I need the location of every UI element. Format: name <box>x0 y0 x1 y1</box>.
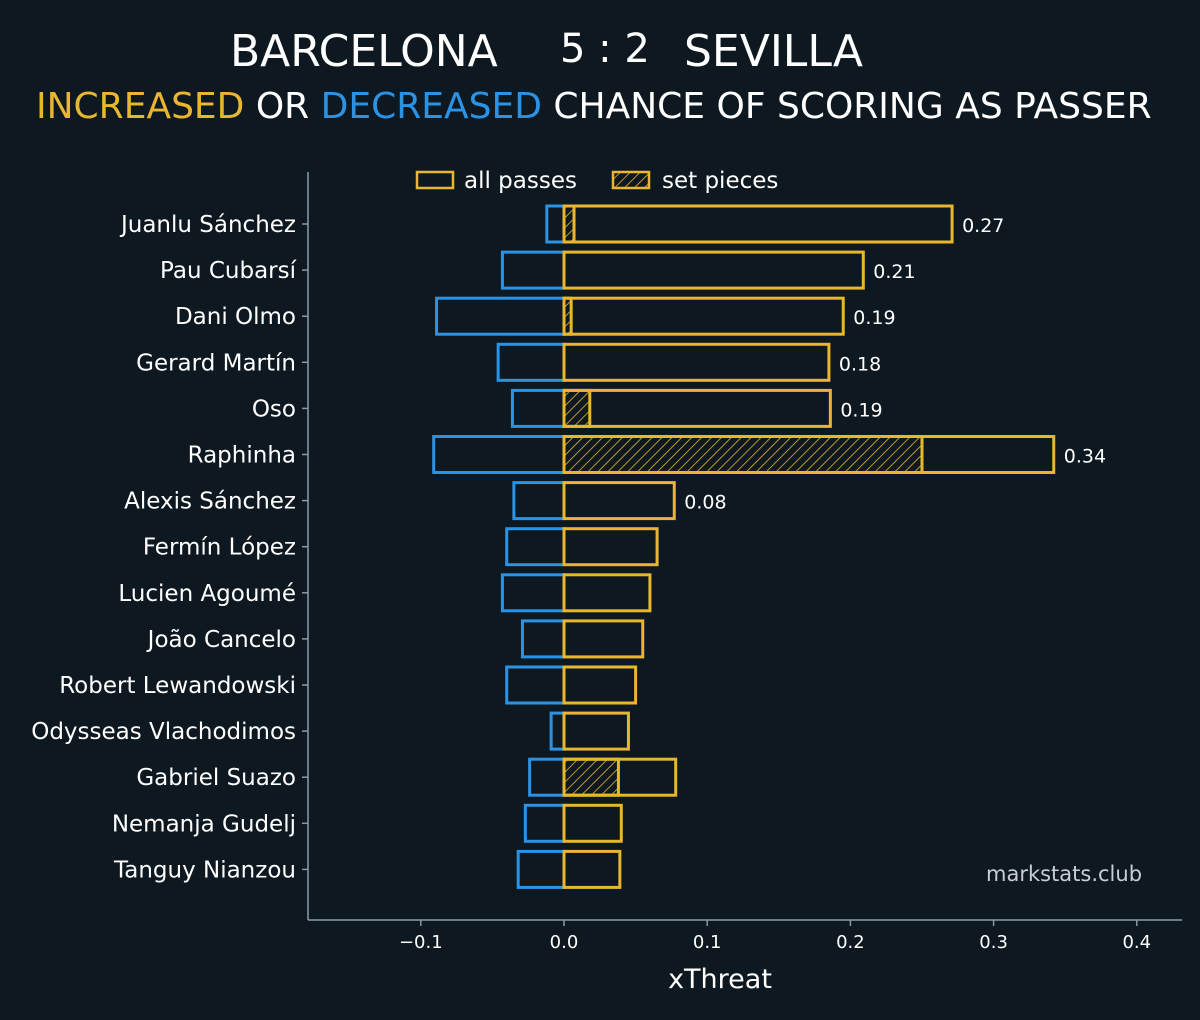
match-score: 5 : 2 <box>560 26 650 72</box>
chart-bars: 0.27 0.21 0.19 0.18 0.19 0.34 0.08 <box>432 204 1106 889</box>
x-tick-label: −0.1 <box>399 932 443 953</box>
set-pieces-bar <box>562 204 576 244</box>
decreased-bar <box>435 296 566 336</box>
home-team: BARCELONA <box>230 26 498 77</box>
increased-bar <box>562 296 845 336</box>
decreased-bar <box>505 665 566 705</box>
decreased-bar <box>520 619 566 659</box>
increased-bar <box>562 619 645 659</box>
increased-bar <box>562 204 954 244</box>
subtitle-or: OR <box>244 86 321 127</box>
decreased-bar <box>510 388 566 428</box>
player-label: Pau Cubarsí <box>160 258 297 284</box>
x-tick-label: 0.1 <box>693 932 722 953</box>
increased-bar <box>562 342 831 382</box>
set-pieces-bar <box>562 388 592 428</box>
increased-bar <box>562 388 832 428</box>
increased-bar <box>562 435 1056 474</box>
net-value-label: 0.27 <box>962 215 1004 237</box>
chart-subtitle: INCREASED OR DECREASED CHANCE OF SCORING… <box>36 86 1152 127</box>
net-value-label: 0.19 <box>853 307 895 329</box>
net-value-label: 0.19 <box>840 399 882 421</box>
player-label: Alexis Sánchez <box>124 489 296 515</box>
decreased-bar <box>516 849 566 889</box>
player-label: Gerard Martín <box>136 350 296 376</box>
player-label: Nemanja Gudelj <box>112 811 296 837</box>
increased-bar <box>562 849 622 889</box>
subtitle-decreased: DECREASED <box>320 86 542 127</box>
legend-set-pieces-label: set pieces <box>662 168 778 194</box>
decreased-bar <box>523 803 566 843</box>
legend-all-passes-swatch <box>415 170 455 190</box>
legend-all-passes-label: all passes <box>464 168 577 194</box>
x-tick-label: 0.4 <box>1122 932 1151 953</box>
decreased-bar <box>549 711 566 751</box>
player-label: Oso <box>252 396 296 422</box>
increased-bar <box>562 665 638 705</box>
watermark: markstats.club <box>986 862 1143 886</box>
decreased-bar <box>512 481 566 521</box>
decreased-bar <box>500 573 566 613</box>
chart-axes: −0.1 0.0 0.1 0.2 0.3 0.4 Juanlu Sánchez Pau Cub… <box>31 172 1182 953</box>
player-label: Juanlu Sánchez <box>119 212 296 238</box>
increased-bar <box>562 711 630 751</box>
x-tick-label: 0.3 <box>979 932 1008 953</box>
decreased-bar <box>496 342 566 382</box>
player-label: Robert Lewandowski <box>59 673 296 699</box>
increased-bar <box>562 481 676 521</box>
away-team: SEVILLA <box>684 26 863 77</box>
set-pieces-bar <box>562 757 620 797</box>
decreased-bar <box>528 757 566 797</box>
player-label: Lucien Agoumé <box>118 581 296 607</box>
x-tick-label: 0.0 <box>550 932 579 953</box>
player-label: Tanguy Nianzou <box>113 857 296 883</box>
set-pieces-bar <box>562 435 924 474</box>
net-value-label: 0.08 <box>684 492 726 514</box>
increased-bar <box>562 573 652 613</box>
player-label: Odysseas Vlachodimos <box>31 719 296 745</box>
increased-bar <box>562 803 623 843</box>
x-axis-label: xThreat <box>668 964 772 995</box>
subtitle-increased: INCREASED <box>36 86 245 127</box>
decreased-bar <box>500 250 566 290</box>
decreased-bar <box>505 527 566 567</box>
increased-bar <box>562 757 678 797</box>
increased-bar <box>562 250 865 290</box>
chart-legend: all passes set pieces <box>415 168 778 194</box>
x-tick-label: 0.2 <box>836 932 865 953</box>
player-label: Dani Olmo <box>175 304 296 330</box>
net-value-label: 0.18 <box>839 353 881 375</box>
player-label: Gabriel Suazo <box>136 765 296 791</box>
legend-set-pieces-swatch <box>611 170 651 190</box>
player-label: Fermín López <box>143 535 296 561</box>
subtitle-rest: CHANCE OF SCORING AS PASSER <box>541 86 1152 127</box>
player-label: Raphinha <box>188 443 296 469</box>
net-value-label: 0.21 <box>873 261 915 283</box>
decreased-bar <box>545 204 566 244</box>
increased-bar <box>562 527 659 567</box>
decreased-bar <box>432 435 566 474</box>
player-label: João Cancelo <box>146 627 296 653</box>
net-value-label: 0.34 <box>1064 446 1106 468</box>
